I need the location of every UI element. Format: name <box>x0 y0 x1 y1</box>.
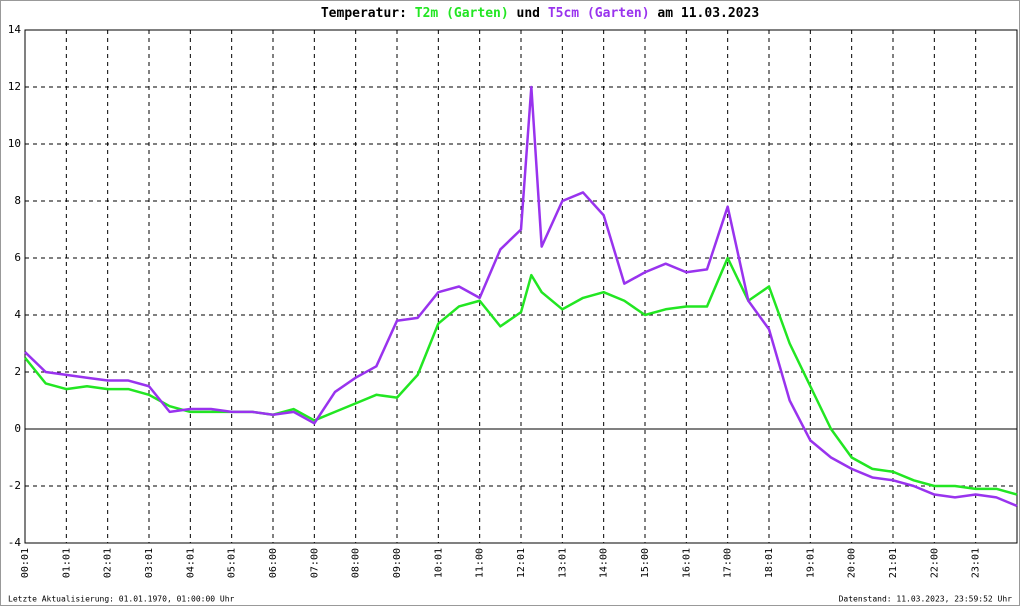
y-tick-label: 12 <box>8 80 21 93</box>
y-tick-label: 14 <box>8 23 22 36</box>
legend-entry: T2m (Garten) <box>415 6 509 21</box>
x-tick-label: 05:01 <box>227 548 238 578</box>
title-suffix: am 11.03.2023 <box>657 6 759 21</box>
x-tick-label: 22:00 <box>929 548 940 578</box>
x-tick-label: 16:01 <box>681 548 692 578</box>
x-tick-label: 18:01 <box>764 548 775 578</box>
y-tick-label: 4 <box>14 308 21 321</box>
legend-entry: T5cm (Garten) <box>548 6 650 21</box>
y-tick-label: 0 <box>14 422 21 435</box>
footer-left: Letzte Aktualisierung: 01.01.1970, 01:00… <box>8 595 235 604</box>
y-tick-label: 2 <box>14 365 21 378</box>
x-tick-label: 03:01 <box>144 548 155 578</box>
x-tick-label: 02:01 <box>103 548 114 578</box>
x-tick-label: 10:01 <box>433 548 444 578</box>
y-tick-label: -2 <box>8 479 21 492</box>
y-tick-label: 6 <box>14 251 21 264</box>
x-tick-label: 08:00 <box>351 548 362 578</box>
y-tick-label: 10 <box>8 137 21 150</box>
x-tick-label: 21:01 <box>888 548 899 578</box>
y-tick-label: 8 <box>14 194 21 207</box>
x-tick-label: 07:00 <box>309 548 320 578</box>
title-prefix: Temperatur: <box>321 6 407 21</box>
x-tick-label: 09:00 <box>392 548 403 578</box>
x-tick-label: 17:00 <box>723 548 734 578</box>
x-tick-label: 06:00 <box>268 548 279 578</box>
series-line <box>24 256 1018 496</box>
x-tick-label: 15:00 <box>640 548 651 578</box>
x-tick-label: 19:01 <box>805 548 816 578</box>
series-line <box>24 85 1018 508</box>
title-joiner: und <box>517 6 540 21</box>
footer-right: Datenstand: 11.03.2023, 23:59:52 Uhr <box>839 595 1013 604</box>
x-tick-label: 13:01 <box>557 548 568 578</box>
x-tick-label: 20:00 <box>847 548 858 578</box>
x-tick-label: 23:01 <box>971 548 982 578</box>
chart-title: Temperatur: T2m (Garten) und T5cm (Garte… <box>321 6 759 21</box>
x-tick-label: 14:00 <box>599 548 610 578</box>
y-tick-label: -4 <box>8 536 22 549</box>
x-tick-label: 11:00 <box>475 548 486 578</box>
x-tick-label: 12:01 <box>516 548 527 578</box>
x-tick-label: 01:01 <box>61 548 72 578</box>
x-tick-label: 04:01 <box>185 548 196 578</box>
x-tick-label: 00:01 <box>20 548 31 578</box>
